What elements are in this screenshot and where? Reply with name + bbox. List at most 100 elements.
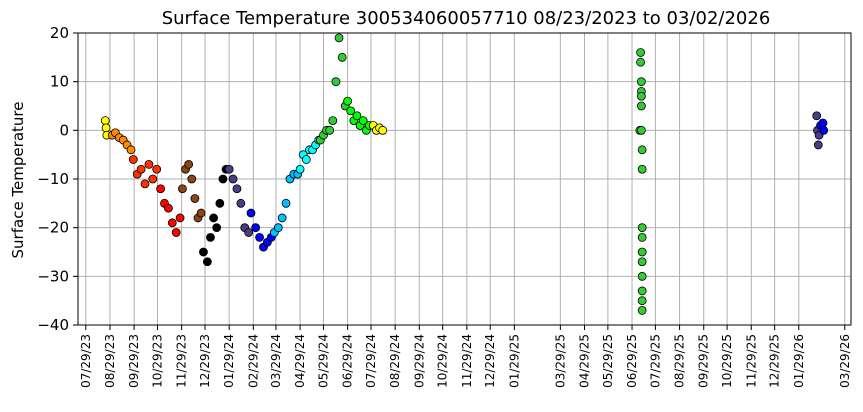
x-tick-label: 11/29/24 xyxy=(460,334,474,388)
data-point xyxy=(212,223,222,233)
data-point xyxy=(244,228,254,237)
x-tick-label: 09/29/25 xyxy=(697,334,711,388)
data-point xyxy=(337,52,347,62)
data-point xyxy=(819,125,829,135)
data-point xyxy=(346,106,356,116)
data-point xyxy=(334,33,344,43)
data-point xyxy=(637,232,647,242)
data-point xyxy=(144,159,154,169)
data-point xyxy=(636,48,646,57)
data-point xyxy=(163,203,173,213)
x-tick-label: 01/29/25 xyxy=(507,334,521,388)
x-tick-label: 09/29/24 xyxy=(412,334,426,388)
x-tick-label: 02/29/24 xyxy=(246,334,260,388)
series xyxy=(635,48,647,315)
data-point xyxy=(352,111,362,121)
series xyxy=(315,33,350,145)
data-point xyxy=(812,111,822,121)
data-point xyxy=(637,247,647,257)
x-tick-label: 10/29/25 xyxy=(720,334,734,388)
y-tick-label: 10 xyxy=(50,73,69,91)
data-point xyxy=(148,174,158,184)
data-point xyxy=(637,296,647,306)
series xyxy=(107,128,136,155)
x-tick-label: 03/29/26 xyxy=(838,334,852,388)
data-point xyxy=(343,96,353,106)
series xyxy=(368,121,388,135)
x-tick-label: 11/29/25 xyxy=(744,334,758,388)
series xyxy=(199,164,231,267)
chart-title: Surface Temperature 300534060057710 08/2… xyxy=(162,8,771,29)
data-point xyxy=(152,164,162,174)
data-point xyxy=(637,305,647,315)
x-tick-label: 08/29/23 xyxy=(103,334,117,388)
x-tick-label: 09/29/23 xyxy=(127,334,141,388)
data-point xyxy=(277,213,287,223)
data-point xyxy=(325,125,335,135)
data-point xyxy=(136,164,146,174)
data-point xyxy=(358,116,368,125)
series xyxy=(178,159,206,223)
y-tick-label: 0 xyxy=(59,121,69,139)
data-point xyxy=(218,174,228,184)
data-point xyxy=(637,286,647,296)
x-tick-label: 01/29/26 xyxy=(792,334,806,388)
data-point xyxy=(196,208,206,218)
data-point xyxy=(140,179,150,189)
data-point xyxy=(301,155,311,164)
data-point xyxy=(206,232,215,242)
data-point xyxy=(255,232,264,242)
data-point xyxy=(636,57,646,67)
x-tick-label: 01/29/24 xyxy=(222,334,236,388)
data-point xyxy=(100,116,110,125)
data-point xyxy=(328,116,338,125)
data-point xyxy=(101,123,111,133)
x-tick-label: 05/29/25 xyxy=(601,334,615,388)
series xyxy=(156,184,185,237)
data-point xyxy=(232,184,242,194)
data-point xyxy=(281,198,291,208)
data-point xyxy=(167,218,177,228)
data-point xyxy=(187,174,197,184)
x-tick-label: 06/29/24 xyxy=(341,334,355,388)
series-layer xyxy=(100,33,829,315)
data-point xyxy=(637,145,647,155)
data-point xyxy=(156,184,165,194)
x-tick-label: 03/29/24 xyxy=(269,334,283,388)
data-point xyxy=(636,91,646,101)
x-tick-label: 07/29/24 xyxy=(364,334,378,388)
data-point xyxy=(636,125,646,135)
data-point xyxy=(637,271,647,281)
data-point xyxy=(636,77,646,87)
data-point xyxy=(171,228,181,237)
series xyxy=(816,118,829,135)
x-tick-label: 08/29/24 xyxy=(388,334,402,388)
data-point xyxy=(236,198,246,208)
data-point xyxy=(273,223,283,233)
data-point xyxy=(199,247,208,257)
data-point xyxy=(126,145,136,155)
data-point xyxy=(228,174,238,184)
data-point xyxy=(331,77,341,87)
x-tick-label: 12/29/24 xyxy=(483,334,497,388)
x-tick-label: 10/29/23 xyxy=(150,334,164,388)
series xyxy=(269,169,303,237)
x-tick-label: 05/29/24 xyxy=(316,334,330,388)
y-tick-label: −10 xyxy=(37,170,69,188)
data-point xyxy=(251,223,261,233)
data-point xyxy=(246,208,256,218)
data-point xyxy=(128,155,138,164)
data-point xyxy=(637,164,647,174)
x-tick-label: 08/29/25 xyxy=(673,334,687,388)
data-point xyxy=(818,118,828,128)
data-point xyxy=(190,194,200,203)
x-tick-label: 04/29/25 xyxy=(578,334,592,388)
x-tick-label: 12/29/23 xyxy=(198,334,212,388)
x-tick-label: 04/29/24 xyxy=(293,334,307,388)
x-tick-label: 11/29/23 xyxy=(175,334,189,388)
data-point xyxy=(224,164,234,174)
x-axis: 07/29/23 08/29/23 09/29/23 10/29/23 11/29/23… xyxy=(79,325,852,388)
y-tick-label: −20 xyxy=(37,219,69,237)
series xyxy=(128,155,162,189)
